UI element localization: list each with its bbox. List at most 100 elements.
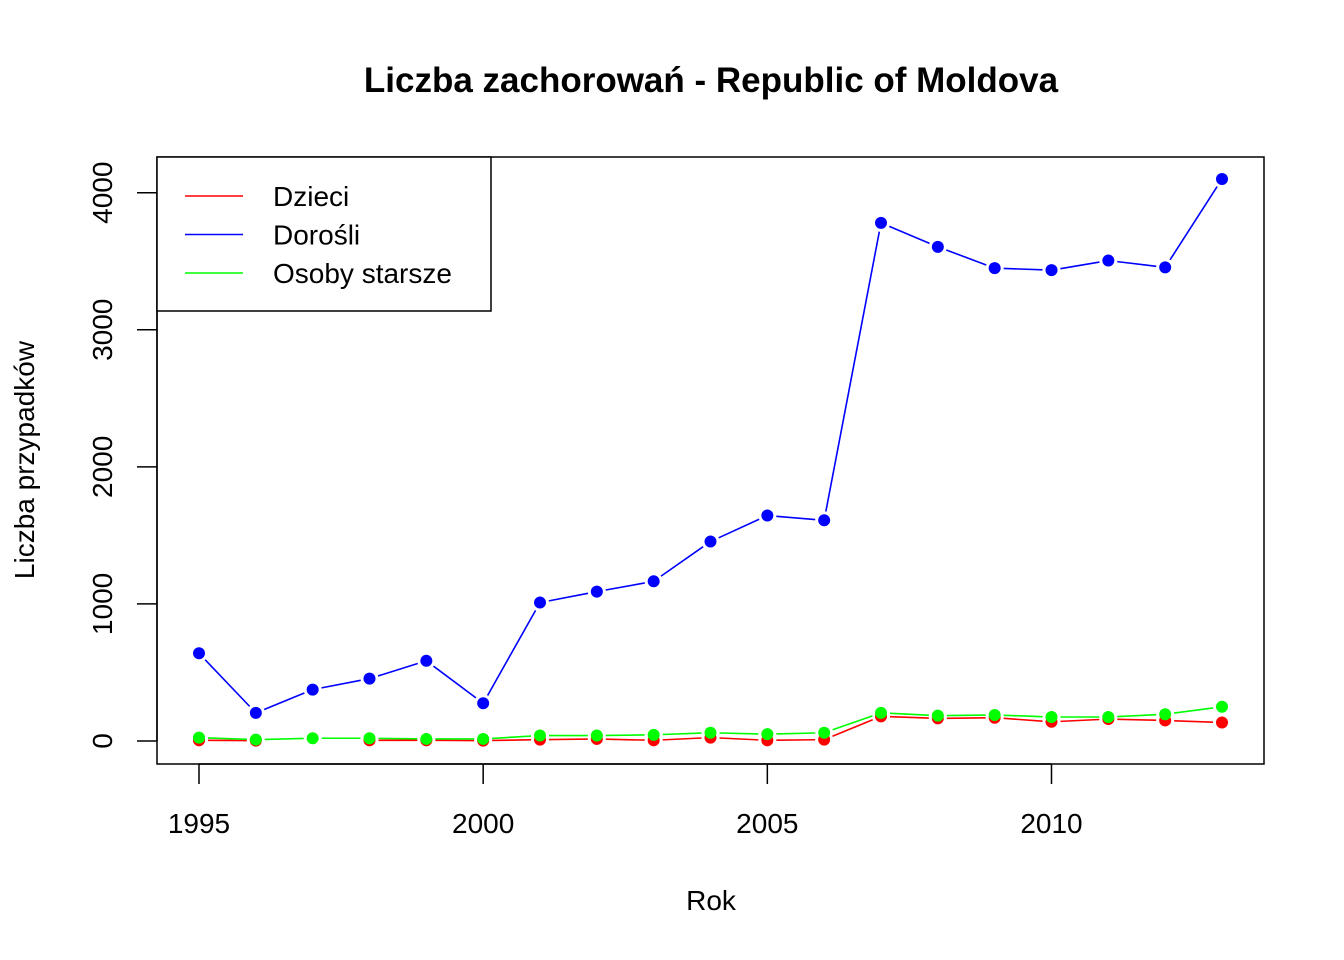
series-segment: [1169, 186, 1218, 261]
y-axis: 0 1000 2000 3000 4000: [87, 162, 158, 749]
y-tick-label: 1000: [87, 573, 118, 635]
series-segment: [889, 715, 929, 719]
series-segment: [486, 610, 537, 696]
series-segment: [1060, 261, 1100, 270]
series-2: [193, 700, 1228, 746]
data-point: [988, 708, 1001, 721]
y-tick-label: 4000: [87, 162, 118, 224]
data-point: [647, 728, 660, 741]
series-segment: [945, 249, 987, 266]
series-segment: [204, 659, 251, 707]
series-segment: [207, 737, 247, 741]
data-point: [1102, 254, 1115, 267]
data-point: [193, 647, 205, 660]
data-point: [1216, 716, 1228, 729]
series-segment: [605, 738, 645, 741]
series-segment: [660, 546, 704, 577]
data-point: [875, 216, 887, 229]
data-point: [647, 575, 660, 588]
data-point: [931, 709, 944, 722]
y-axis-label: Liczba przypadków: [9, 340, 40, 579]
series-segment: [825, 231, 881, 512]
series-segment: [776, 732, 816, 735]
data-point: [875, 706, 887, 719]
legend-label: Osoby starsze: [273, 258, 452, 289]
data-point: [988, 262, 1001, 275]
series-segment: [1174, 719, 1214, 723]
series-layer: [193, 173, 1228, 747]
data-point: [931, 240, 944, 253]
data-point: [704, 535, 717, 548]
data-point: [590, 729, 603, 742]
data-point: [534, 729, 546, 742]
data-point: [306, 683, 319, 696]
data-point: [363, 672, 376, 685]
x-tick-label: 1995: [168, 808, 230, 839]
data-point: [818, 726, 831, 739]
data-point: [590, 585, 603, 598]
data-point: [1045, 264, 1058, 277]
series-segment: [1003, 717, 1043, 722]
data-point: [761, 509, 774, 522]
legend-label: Dzieci: [273, 181, 349, 212]
data-point: [477, 732, 490, 745]
y-tick-label: 2000: [87, 436, 118, 498]
legend: Dzieci Dorośli Osoby starsze: [156, 156, 492, 312]
data-point: [363, 732, 376, 745]
series-segment: [492, 735, 532, 740]
x-axis-label: Rok: [686, 885, 737, 916]
data-point: [477, 697, 490, 710]
series-segment: [888, 225, 930, 245]
series-segment: [718, 518, 760, 539]
data-point: [1159, 261, 1172, 274]
series-segment: [1003, 267, 1043, 271]
data-point: [249, 706, 262, 719]
series-segment: [719, 732, 759, 735]
series-segment: [1117, 713, 1157, 718]
series-segment: [1003, 714, 1043, 718]
data-point: [1102, 711, 1115, 724]
data-point: [420, 654, 433, 667]
data-point: [704, 726, 717, 739]
series-1: [193, 173, 1228, 719]
legend-label: Dorośli: [273, 220, 360, 251]
data-point: [249, 733, 262, 746]
data-point: [1159, 708, 1172, 721]
y-tick-label: 0: [87, 733, 118, 749]
series-segment: [263, 692, 305, 711]
series-segment: [433, 665, 477, 699]
series-segment: [492, 738, 532, 742]
chart-title: Liczba zachorowań - Republic of Moldova: [364, 61, 1059, 100]
series-segment: [377, 662, 418, 677]
series-segment: [1117, 260, 1157, 268]
series-segment: [832, 719, 873, 737]
series-segment: [662, 732, 702, 736]
data-point: [534, 596, 546, 609]
data-point: [420, 732, 433, 745]
series-segment: [1060, 718, 1100, 723]
series-segment: [321, 679, 361, 689]
data-point: [761, 728, 774, 741]
series-segment: [605, 582, 645, 591]
series-segment: [889, 712, 929, 717]
x-tick-label: 2005: [736, 808, 798, 839]
series-segment: [719, 737, 759, 741]
data-point: [818, 514, 831, 527]
data-point: [1216, 700, 1228, 713]
data-point: [1045, 711, 1058, 724]
data-point: [306, 732, 319, 745]
x-tick-label: 2010: [1020, 808, 1082, 839]
series-segment: [548, 592, 589, 602]
series-segment: [776, 515, 816, 521]
series-segment: [662, 737, 702, 741]
series-segment: [1173, 707, 1214, 714]
series-segment: [832, 715, 873, 731]
series-segment: [264, 737, 304, 741]
x-axis: 1995 2000 2005 2010: [168, 763, 1083, 839]
data-point: [193, 731, 205, 744]
y-tick-label: 3000: [87, 299, 118, 361]
data-point: [1216, 173, 1228, 185]
x-tick-label: 2000: [452, 808, 514, 839]
series-segment: [1117, 718, 1157, 722]
